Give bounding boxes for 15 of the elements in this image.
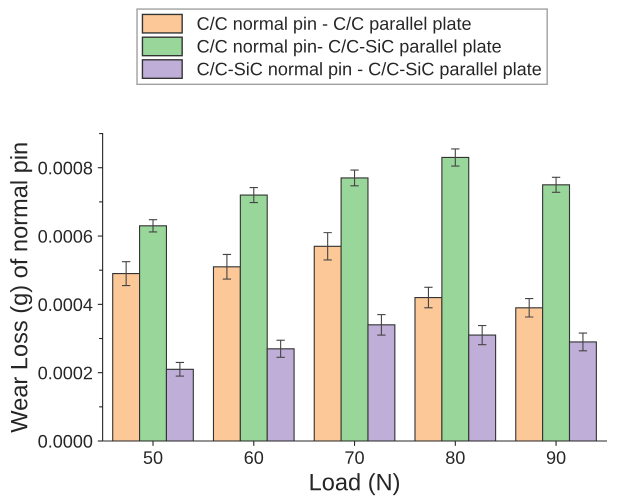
legend-label: C/C normal pin - C/C parallel plate — [198, 16, 471, 34]
x-tick-label: 60 — [244, 451, 264, 464]
legend-label: C/C normal pin- C/C-SiC parallel plate — [198, 39, 501, 56]
y-axis-title: Wear Loss (g) of normal pin — [10, 143, 32, 433]
y-tick-label: 0.0004 — [38, 298, 92, 312]
x-tick-label: 90 — [546, 451, 566, 464]
y-tick-label: 0.0000 — [38, 434, 92, 448]
x-tick-label: 80 — [446, 451, 465, 464]
x-axis-title: Load (N) — [310, 473, 400, 496]
x-tick-label: 70 — [345, 451, 364, 464]
y-tick-label: 0.0008 — [38, 162, 92, 174]
y-tick-label: 0.0006 — [38, 230, 92, 243]
x-tick-label: 50 — [144, 451, 162, 464]
y-tick-label: 0.0002 — [38, 366, 92, 380]
legend-label: C/C-SiC normal pin - C/C-SiC parallel plate — [198, 62, 541, 79]
